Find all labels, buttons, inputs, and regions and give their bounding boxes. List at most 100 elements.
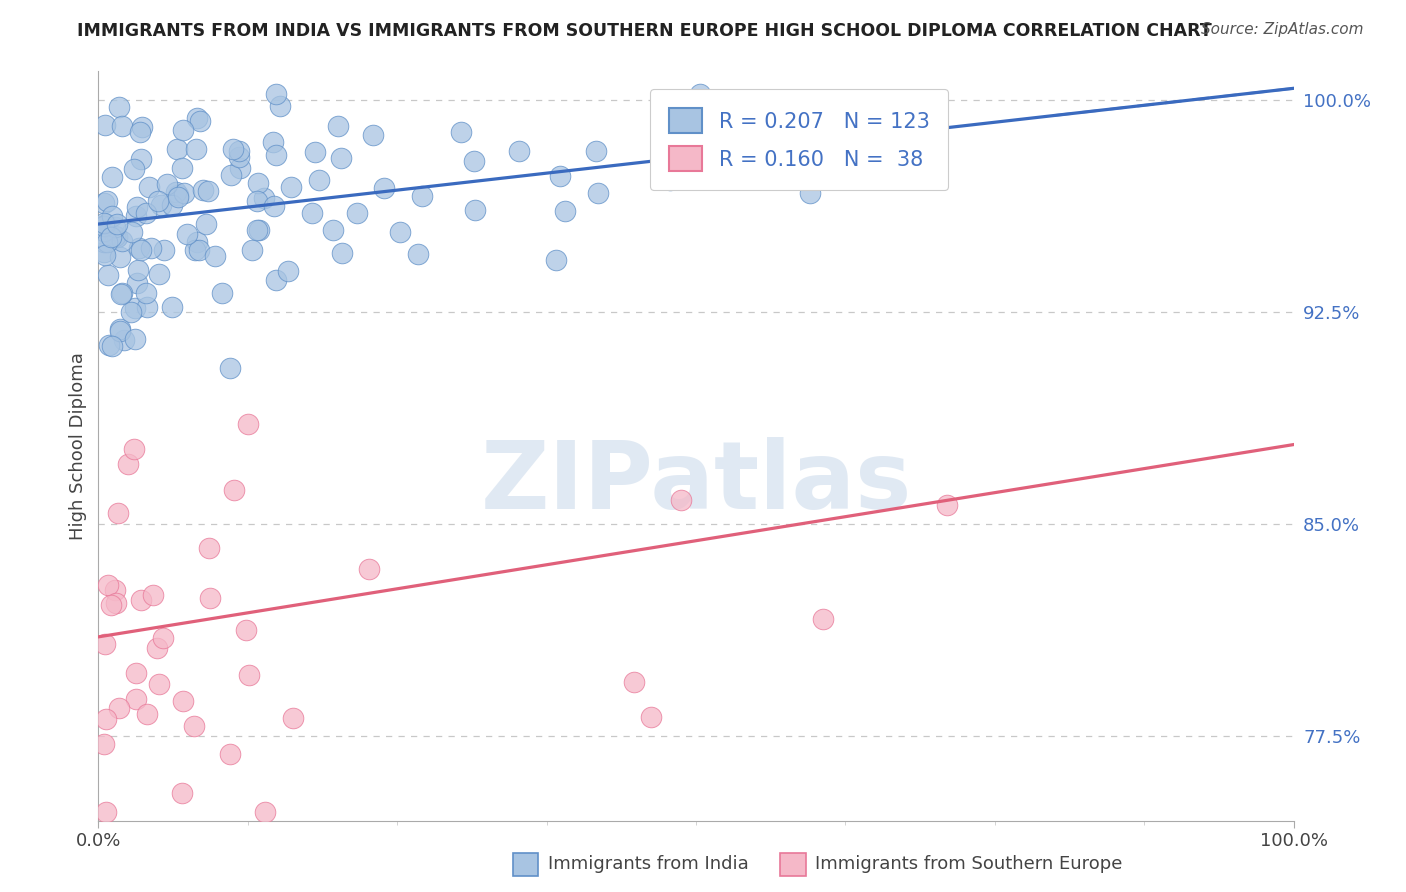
Point [135, 286, 157, 301]
Point [101, 210, 124, 224]
Point [264, 147, 287, 161]
Point [148, 194, 170, 208]
Point [136, 300, 159, 314]
Point [148, 267, 170, 281]
Point [193, 183, 215, 197]
Point [104, 219, 127, 234]
Point [373, 181, 395, 195]
Point [236, 417, 259, 431]
Point [183, 719, 205, 733]
Point [167, 188, 190, 202]
Point [389, 225, 412, 239]
Point [186, 235, 208, 249]
Point [811, 612, 834, 626]
Point [277, 264, 299, 278]
Point [111, 234, 134, 248]
Point [585, 145, 607, 159]
Point [658, 173, 681, 187]
Point [548, 169, 571, 184]
Point [546, 253, 568, 268]
Point [328, 119, 350, 133]
Text: IMMIGRANTS FROM INDIA VS IMMIGRANTS FROM SOUTHERN EUROPE HIGH SCHOOL DIPLOMA COR: IMMIGRANTS FROM INDIA VS IMMIGRANTS FROM… [77, 22, 1212, 40]
Point [188, 114, 211, 128]
Point [198, 541, 221, 555]
Point [131, 120, 153, 135]
Point [219, 747, 242, 761]
Point [799, 186, 821, 201]
Point [100, 339, 122, 353]
Point [117, 457, 139, 471]
Point [246, 194, 269, 208]
Point [122, 442, 145, 456]
Point [204, 248, 226, 262]
Point [127, 200, 149, 214]
Point [124, 332, 146, 346]
Point [153, 244, 176, 258]
Point [110, 324, 132, 338]
Point [94, 118, 117, 132]
Point [156, 178, 179, 192]
Point [264, 273, 287, 287]
Point [124, 666, 146, 681]
Point [655, 142, 678, 156]
Point [406, 246, 429, 260]
Point [165, 185, 187, 199]
Point [98, 337, 121, 351]
Point [93, 216, 115, 230]
Point [108, 250, 131, 264]
Point [301, 206, 323, 220]
Point [101, 169, 124, 184]
Text: Immigrants from Southern Europe: Immigrants from Southern Europe [815, 855, 1123, 873]
Point [173, 186, 195, 200]
Point [93, 235, 115, 249]
Point [122, 162, 145, 177]
Point [105, 217, 128, 231]
Point [228, 144, 250, 158]
Point [246, 177, 269, 191]
Point [142, 588, 165, 602]
Point [128, 125, 150, 139]
Point [94, 248, 117, 262]
Point [936, 498, 959, 512]
Point [146, 640, 169, 655]
Point [107, 99, 129, 113]
Point [160, 300, 183, 314]
Point [111, 285, 134, 300]
Point [93, 737, 115, 751]
Point [228, 150, 250, 164]
Point [322, 223, 344, 237]
Point [247, 223, 270, 237]
Point [240, 244, 263, 258]
Point [129, 593, 152, 607]
Point [198, 591, 221, 605]
Point [186, 111, 208, 125]
Legend: R = 0.207   N = 123, R = 0.160   N =  38: R = 0.207 N = 123, R = 0.160 N = 38 [650, 89, 949, 190]
Point [464, 203, 486, 218]
Point [689, 87, 711, 101]
Point [186, 142, 208, 156]
Point [172, 786, 194, 800]
Point [450, 125, 472, 139]
Point [149, 197, 172, 211]
Point [222, 142, 245, 156]
Point [127, 276, 149, 290]
Point [308, 173, 330, 187]
Point [93, 245, 115, 260]
Point [269, 99, 291, 113]
Point [238, 668, 260, 682]
Point [188, 243, 211, 257]
Point [103, 229, 125, 244]
Point [105, 229, 128, 244]
Point [263, 199, 285, 213]
Point [135, 206, 157, 220]
Point [124, 301, 146, 315]
Point [121, 225, 143, 239]
Point [100, 230, 122, 244]
Point [97, 268, 120, 282]
Point [105, 596, 128, 610]
Point [229, 161, 252, 175]
Point [93, 195, 115, 210]
Point [160, 198, 183, 212]
Point [211, 285, 233, 300]
Point [141, 241, 163, 255]
